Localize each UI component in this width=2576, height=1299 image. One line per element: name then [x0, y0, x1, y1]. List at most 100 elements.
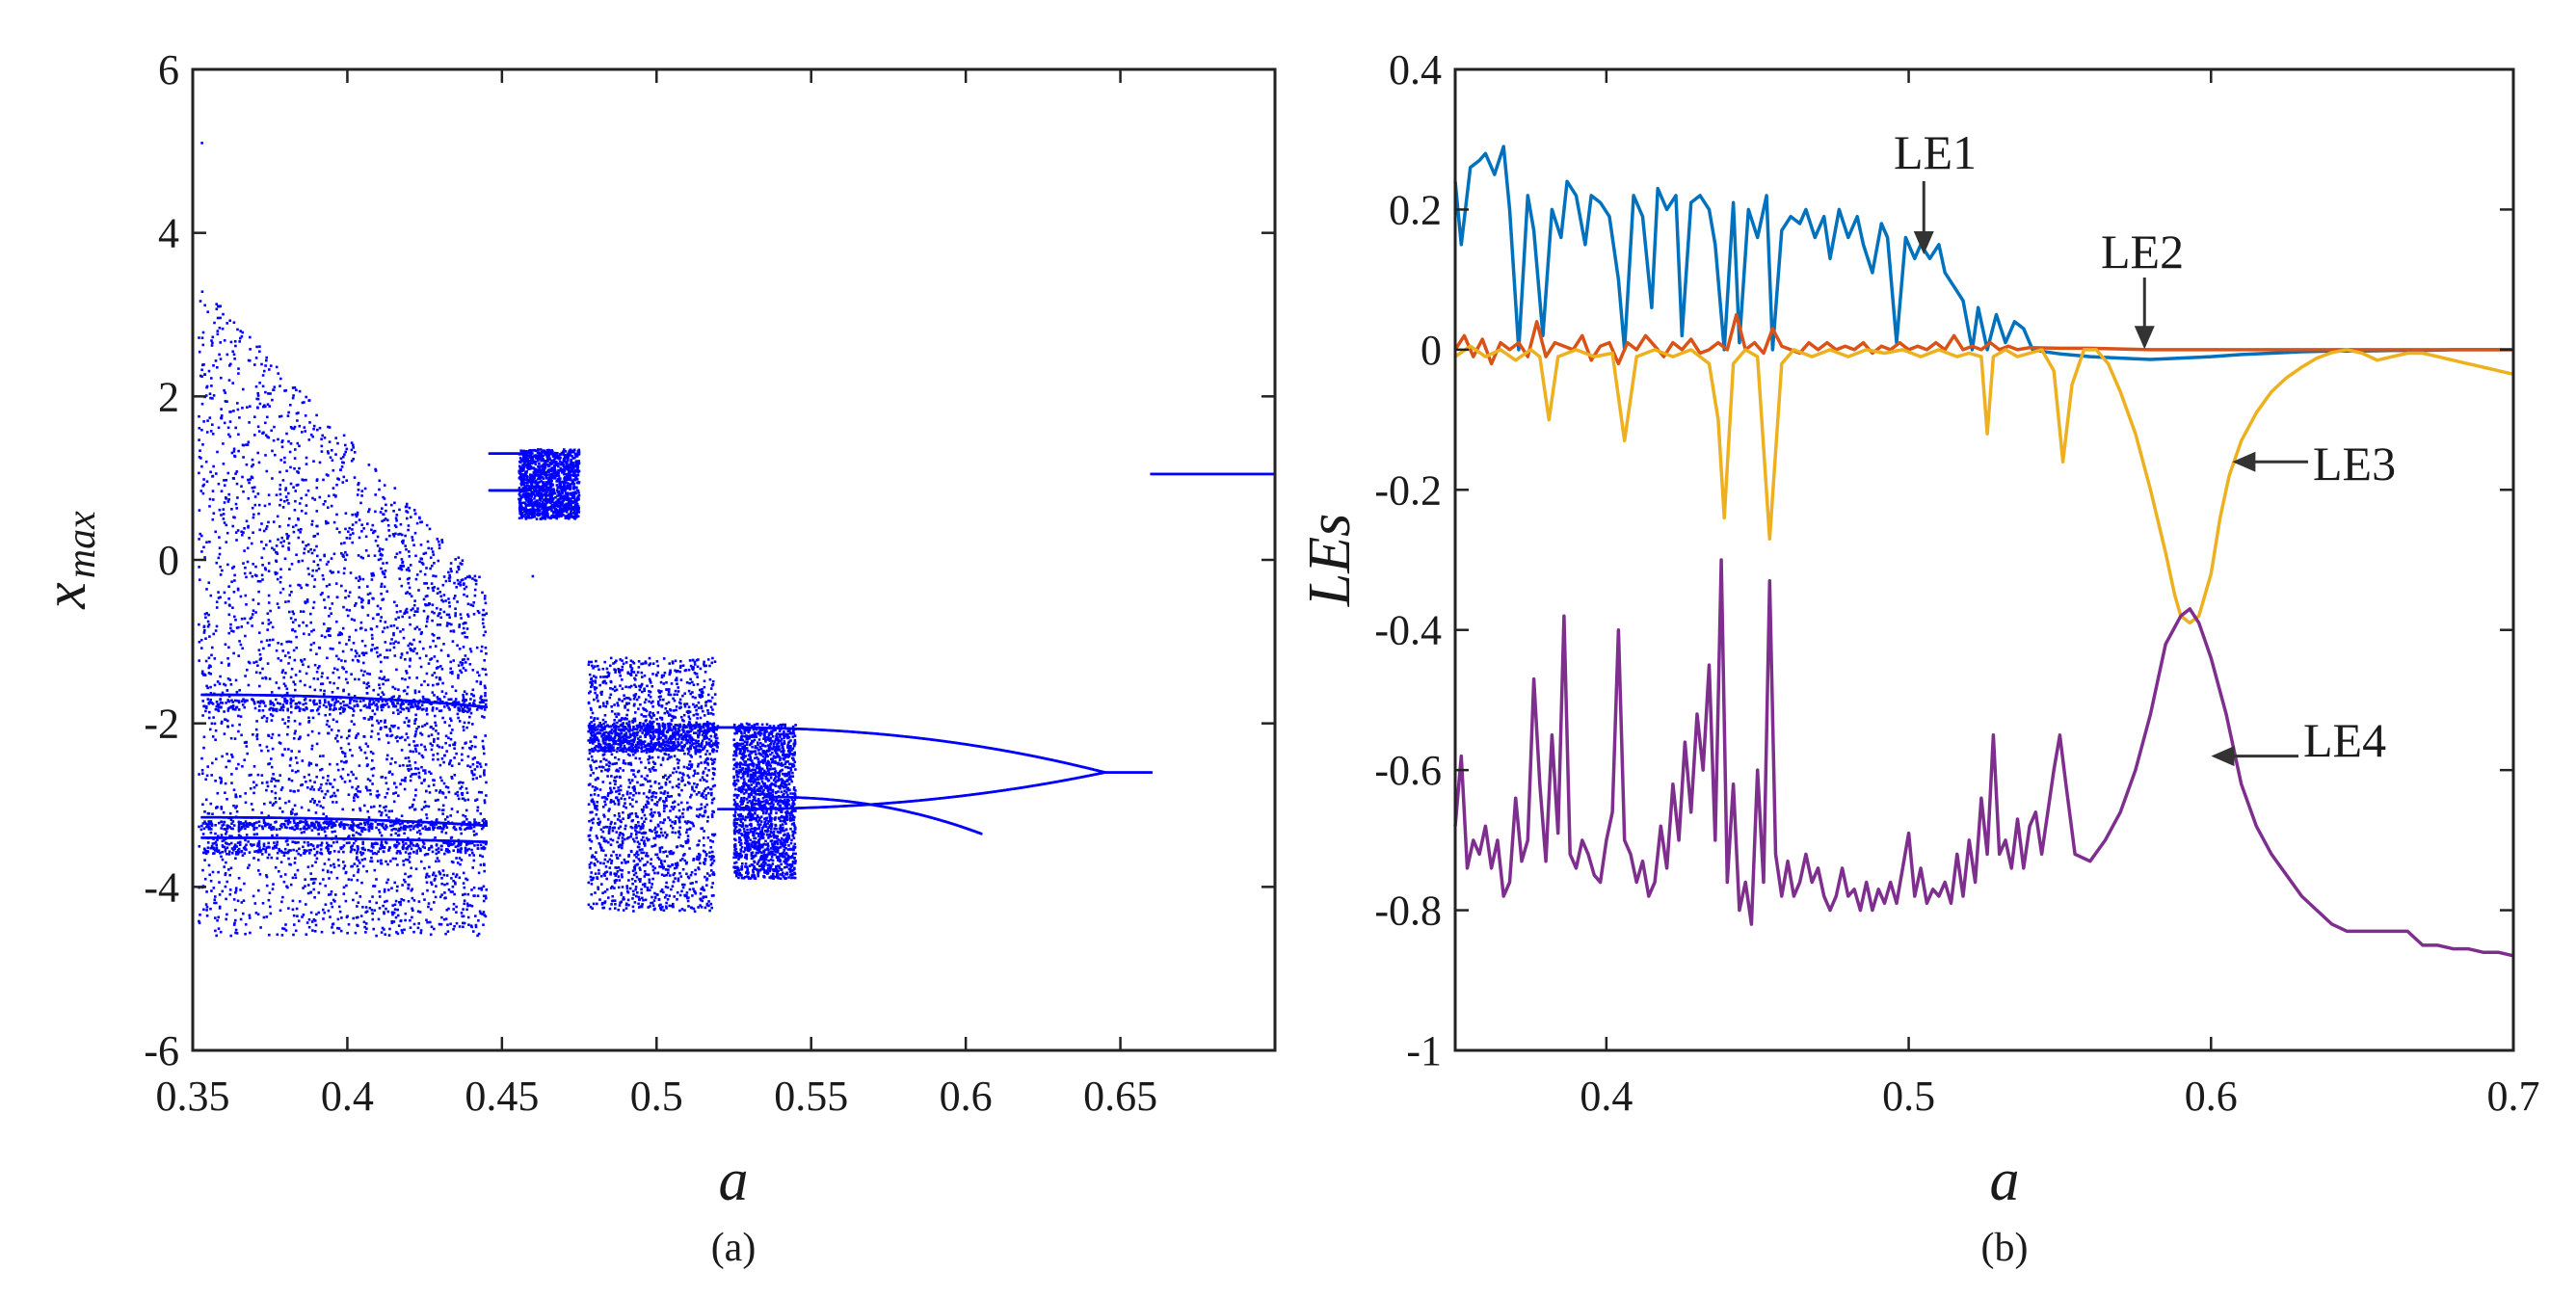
bifurcation-point	[407, 769, 411, 772]
bifurcation-point	[554, 475, 557, 478]
bifurcation-point	[451, 640, 455, 643]
bifurcation-point	[443, 883, 446, 887]
bifurcation-point	[332, 487, 335, 490]
bifurcation-point	[675, 784, 678, 787]
bifurcation-point	[335, 513, 338, 517]
bifurcation-point	[621, 841, 624, 844]
bifurcation-point	[199, 638, 203, 642]
bifurcation-point	[468, 702, 471, 705]
bifurcation-point	[215, 600, 219, 603]
bifurcation-point	[417, 752, 421, 756]
bifurcation-point	[411, 643, 413, 646]
bifurcation-point	[484, 630, 487, 633]
bifurcation-point	[202, 631, 206, 634]
bifurcation-point	[572, 508, 576, 512]
bifurcation-point	[399, 900, 402, 904]
bifurcation-point	[557, 505, 561, 509]
bifurcation-point	[646, 887, 650, 889]
bifurcation-point	[573, 498, 576, 502]
bifurcation-point	[558, 458, 561, 461]
bifurcation-point	[312, 560, 316, 563]
bifurcation-point	[288, 517, 291, 520]
bifurcation-point	[440, 757, 444, 760]
bifurcation-point	[548, 495, 552, 499]
bifurcation-point	[318, 705, 321, 708]
bifurcation-point	[368, 673, 371, 676]
bifurcation-point	[249, 405, 252, 408]
bifurcation-point	[269, 713, 273, 716]
bifurcation-point	[260, 573, 264, 577]
bifurcation-point	[616, 818, 620, 821]
bifurcation-point	[327, 909, 331, 913]
bifurcation-point	[379, 557, 383, 561]
bifurcation-point	[204, 903, 208, 906]
bifurcation-point	[621, 844, 624, 847]
bifurcation-point	[450, 623, 453, 626]
bifurcation-point	[528, 510, 531, 514]
bifurcation-point	[564, 472, 568, 476]
bifurcation-point	[279, 488, 281, 490]
bifurcation-point	[401, 884, 404, 887]
bifurcation-point	[537, 489, 541, 492]
bifurcation-point	[315, 478, 319, 481]
bifurcation-point	[439, 595, 442, 598]
bifurcation-point	[299, 531, 302, 534]
bifurcation-point	[209, 430, 213, 433]
bifurcation-point	[299, 679, 302, 683]
bifurcation-point	[550, 466, 553, 470]
bifurcation-point	[361, 598, 364, 602]
bifurcation-point	[250, 803, 253, 806]
bifurcation-point	[388, 927, 391, 931]
bifurcation-point	[419, 570, 422, 573]
bifurcation-point	[554, 464, 558, 466]
bifurcation-point	[573, 506, 577, 510]
bifurcation-point	[392, 800, 396, 804]
bifurcation-point	[230, 773, 233, 776]
bifurcation-point	[676, 890, 679, 894]
bifurcation-point	[331, 923, 334, 926]
bifurcation-point	[209, 470, 212, 474]
bifurcation-point	[220, 514, 223, 517]
bifurcation-point	[359, 627, 362, 630]
bifurcation-point	[394, 736, 398, 739]
bifurcation-point	[471, 762, 475, 766]
bifurcation-point	[550, 500, 554, 504]
bifurcation-point	[342, 555, 345, 559]
bifurcation-point	[359, 809, 362, 812]
bifurcation-point	[355, 787, 359, 791]
bifurcation-point	[203, 859, 206, 862]
bifurcation-point	[682, 773, 685, 777]
bifurcation-point	[331, 926, 333, 929]
bifurcation-point	[300, 806, 304, 809]
bifurcation-point	[440, 830, 443, 834]
bifurcation-point	[229, 362, 232, 366]
bifurcation-point	[409, 623, 412, 626]
bifurcation-point	[562, 507, 566, 511]
bifurcation-point	[605, 667, 609, 671]
bifurcation-point	[365, 927, 368, 930]
bifurcation-point	[317, 788, 321, 791]
bifurcation-point	[335, 876, 339, 880]
bifurcation-point	[441, 812, 444, 815]
bifurcation-point	[385, 733, 388, 737]
bifurcation-point	[243, 758, 246, 761]
bifurcation-point	[217, 482, 221, 486]
bifurcation-point	[268, 933, 271, 937]
bifurcation-point	[344, 659, 347, 663]
bifurcation-point	[302, 663, 305, 666]
bifurcation-point	[278, 606, 280, 609]
bifurcation-point	[287, 548, 290, 551]
bifurcation-point	[657, 782, 661, 785]
bifurcation-point	[321, 682, 325, 685]
bifurcation-point	[442, 575, 446, 578]
bifurcation-point	[551, 483, 554, 486]
bifurcation-point	[554, 502, 558, 505]
bifurcation-point	[323, 796, 326, 800]
bifurcation-point	[640, 760, 643, 764]
bifurcation-point	[307, 438, 311, 441]
bifurcation-point	[449, 671, 452, 675]
bifurcation-point	[536, 500, 539, 503]
bifurcation-point	[710, 886, 713, 888]
bifurcation-point	[350, 448, 354, 452]
bifurcation-point	[297, 536, 301, 540]
